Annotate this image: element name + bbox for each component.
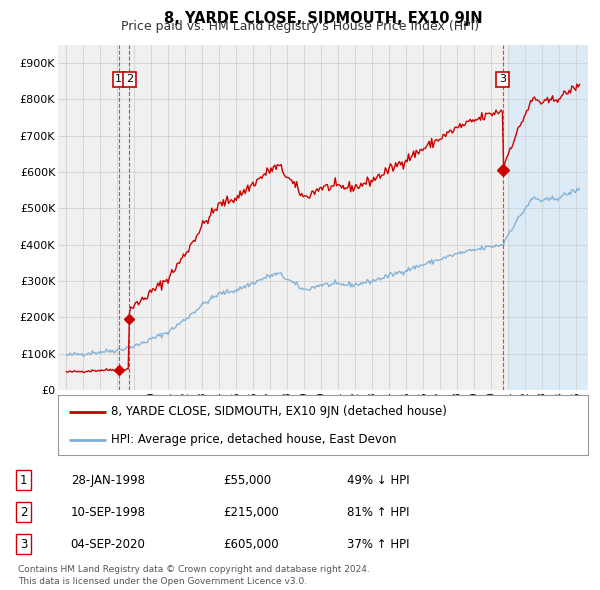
Text: £55,000: £55,000 bbox=[224, 474, 272, 487]
Text: 8, YARDE CLOSE, SIDMOUTH, EX10 9JN (detached house): 8, YARDE CLOSE, SIDMOUTH, EX10 9JN (deta… bbox=[111, 405, 447, 418]
Text: Contains HM Land Registry data © Crown copyright and database right 2024.: Contains HM Land Registry data © Crown c… bbox=[18, 565, 370, 574]
Text: 1: 1 bbox=[20, 474, 28, 487]
Text: 81% ↑ HPI: 81% ↑ HPI bbox=[347, 506, 410, 519]
Text: 3: 3 bbox=[499, 74, 506, 84]
Text: 37% ↑ HPI: 37% ↑ HPI bbox=[347, 537, 410, 550]
Text: 3: 3 bbox=[20, 537, 28, 550]
Title: 8, YARDE CLOSE, SIDMOUTH, EX10 9JN: 8, YARDE CLOSE, SIDMOUTH, EX10 9JN bbox=[164, 11, 482, 26]
Text: 2: 2 bbox=[20, 506, 28, 519]
Text: HPI: Average price, detached house, East Devon: HPI: Average price, detached house, East… bbox=[111, 434, 397, 447]
Text: 1: 1 bbox=[115, 74, 122, 84]
Text: 49% ↓ HPI: 49% ↓ HPI bbox=[347, 474, 410, 487]
Text: 2: 2 bbox=[126, 74, 133, 84]
Text: £605,000: £605,000 bbox=[224, 537, 279, 550]
Text: This data is licensed under the Open Government Licence v3.0.: This data is licensed under the Open Gov… bbox=[18, 576, 307, 586]
Bar bbox=[508, 45, 588, 390]
Text: 04-SEP-2020: 04-SEP-2020 bbox=[71, 537, 146, 550]
Text: £215,000: £215,000 bbox=[224, 506, 280, 519]
Text: 10-SEP-1998: 10-SEP-1998 bbox=[71, 506, 146, 519]
Text: Price paid vs. HM Land Registry's House Price Index (HPI): Price paid vs. HM Land Registry's House … bbox=[121, 20, 479, 33]
Text: 28-JAN-1998: 28-JAN-1998 bbox=[71, 474, 145, 487]
